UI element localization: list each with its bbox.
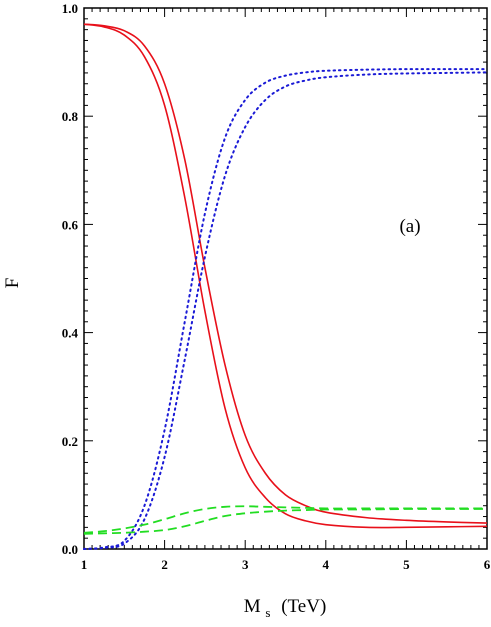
panel-annotation: (a) [399,216,420,237]
plot-frame [83,7,488,550]
x-tick-label: 1 [81,557,88,572]
tick-marks [83,7,488,550]
series-line-6 [83,508,487,535]
x-tick-label: 4 [323,557,330,572]
x-axis-label-subscript: s [265,605,270,620]
y-axis-label: F [2,278,23,289]
y-tick-label: 0.8 [62,109,79,124]
y-tick-label: 1.0 [62,1,78,16]
series-line-5 [83,505,487,534]
series-line-1 [83,23,488,529]
tick-labels: 1 2 3 4 5 6 0.0 0.2 0.4 0.6 0.8 1.0 [62,1,491,572]
series-lines [83,23,488,550]
series-line-3 [83,68,488,550]
x-axis-label: M s (TeV) [244,596,327,622]
x-tick-label: 5 [403,557,410,572]
x-tick-label: 2 [161,557,168,572]
series-line-2 [83,23,488,524]
x-axis-label-unit: (TeV) [281,596,326,617]
series-line-4 [83,71,488,550]
y-tick-label: 0.4 [62,326,79,341]
x-tick-label: 6 [484,557,491,572]
x-axis-label-main: M [244,596,261,617]
y-tick-label: 0.6 [62,217,79,232]
y-tick-label: 0.0 [62,542,78,557]
x-tick-label: 3 [242,557,249,572]
y-tick-label: 0.2 [62,434,78,449]
